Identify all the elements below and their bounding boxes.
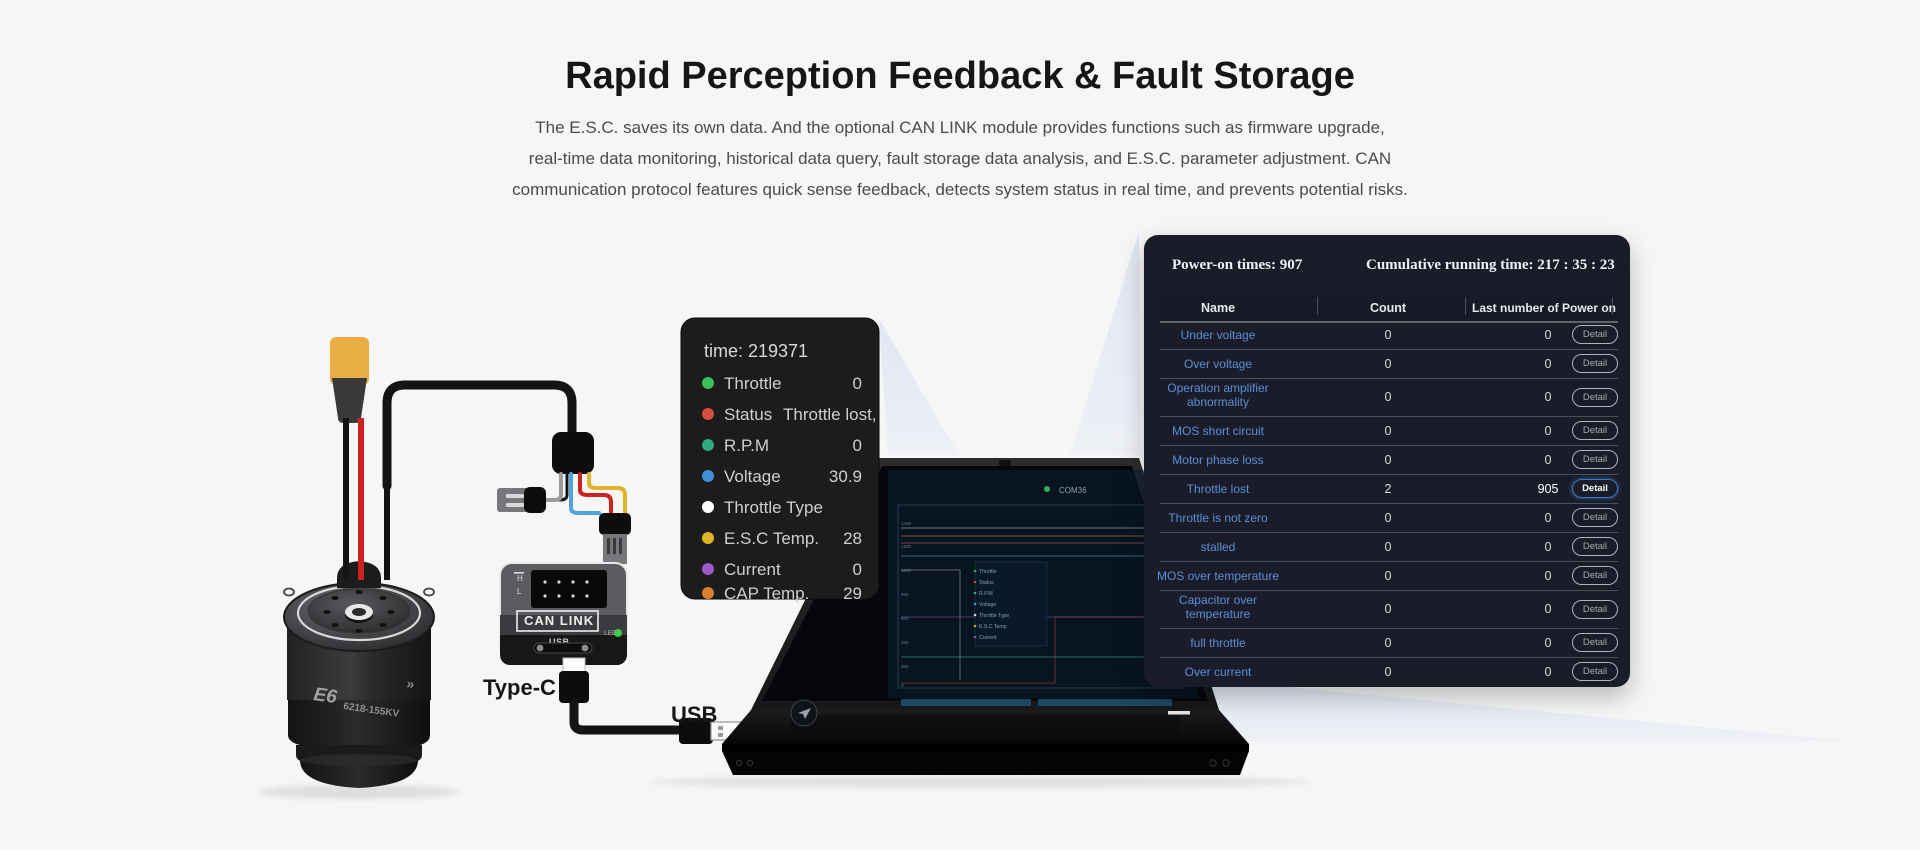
svg-text:Throttle lost,: Throttle lost, <box>783 405 877 424</box>
svg-text:Current: Current <box>979 635 997 641</box>
svg-text:USB: USB <box>671 702 717 727</box>
svg-text:Throttle: Throttle <box>979 569 997 575</box>
svg-text:1200: 1200 <box>901 544 912 549</box>
svg-text:600: 600 <box>901 616 909 621</box>
svg-text:Throttle Type: Throttle Type <box>979 613 1009 619</box>
svg-text:H: H <box>517 574 523 583</box>
svg-text:Current: Current <box>724 560 781 579</box>
svg-text:Voltage: Voltage <box>979 602 996 608</box>
svg-text:1400: 1400 <box>901 521 912 526</box>
svg-text:800: 800 <box>901 592 909 597</box>
svg-text:0: 0 <box>853 374 862 393</box>
svg-text:Throttle Type: Throttle Type <box>724 498 823 517</box>
svg-text:CAN LINK: CAN LINK <box>524 613 594 628</box>
svg-text:time: 219371: time: 219371 <box>704 341 808 361</box>
svg-text:Throttle: Throttle <box>724 374 782 393</box>
svg-text:COM36: COM36 <box>1059 486 1087 495</box>
svg-text:R.P.M: R.P.M <box>724 436 769 455</box>
svg-text:29: 29 <box>843 584 862 603</box>
svg-text:Type-C: Type-C <box>483 675 556 700</box>
svg-text:E.S.C Temp.: E.S.C Temp. <box>724 529 819 548</box>
svg-text:0: 0 <box>853 560 862 579</box>
svg-text:Voltage: Voltage <box>724 467 781 486</box>
svg-text:0: 0 <box>853 436 862 455</box>
svg-text:200: 200 <box>901 664 909 669</box>
svg-text:R.P.M: R.P.M <box>979 591 993 597</box>
svg-text:400: 400 <box>901 640 909 645</box>
svg-text:Status: Status <box>724 405 772 424</box>
svg-text:28: 28 <box>843 529 862 548</box>
svg-text:CAP Temp.: CAP Temp. <box>724 584 809 603</box>
svg-text:Status: Status <box>979 580 994 586</box>
svg-text:L: L <box>517 587 522 596</box>
svg-text:E6: E6 <box>312 684 338 708</box>
svg-text:30.9: 30.9 <box>829 467 862 486</box>
svg-text:1000: 1000 <box>901 568 912 573</box>
svg-text:E.S.C Temp: E.S.C Temp <box>979 624 1007 630</box>
